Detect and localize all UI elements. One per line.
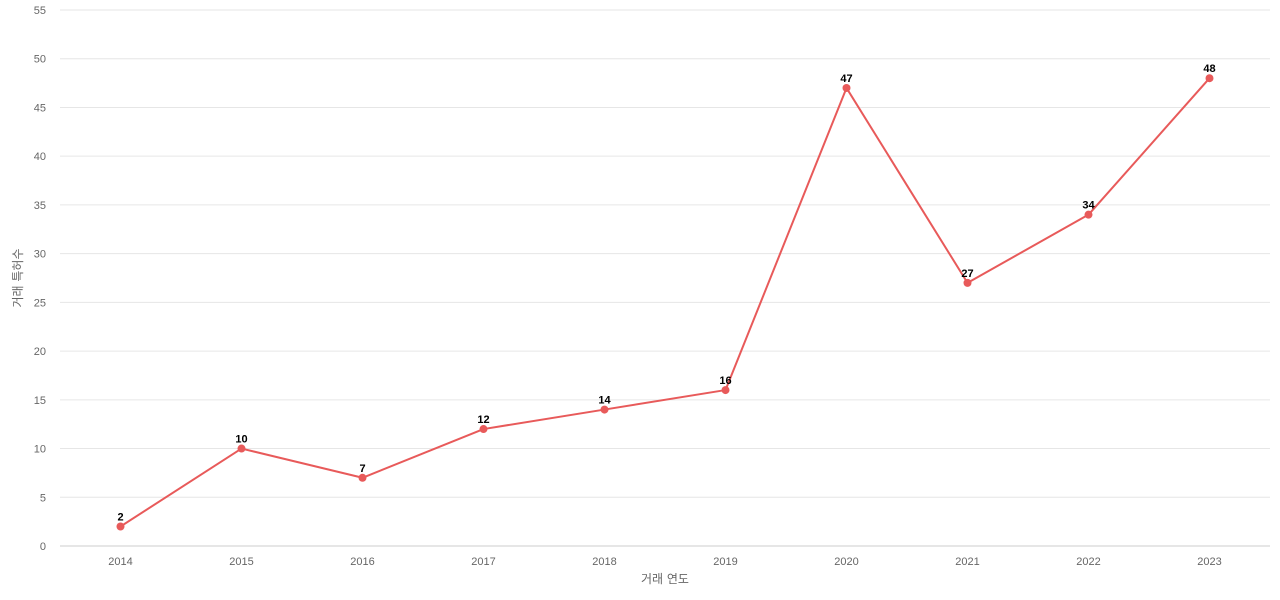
x-tick-label: 2017	[471, 556, 495, 568]
data-label: 14	[598, 395, 611, 407]
data-point	[479, 425, 488, 434]
series-layer	[116, 74, 1214, 531]
y-axis-ticks: 0 5 10 15 20 25 30 35 40 45 50 55	[34, 5, 46, 553]
y-tick-label: 30	[34, 249, 46, 261]
data-label: 7	[359, 463, 365, 475]
data-point	[358, 473, 367, 482]
x-tick-label: 2023	[1197, 556, 1221, 568]
data-point	[1205, 74, 1214, 83]
grid-lines	[60, 9, 1270, 498]
data-label: 48	[1203, 63, 1215, 75]
x-tick-label: 2021	[955, 556, 979, 568]
x-axis-ticks: 2014 2015 2016 2017 2018 2019 2020 2021 2022 2023	[108, 556, 1221, 568]
data-point	[600, 405, 609, 414]
data-label: 47	[840, 73, 852, 85]
y-tick-label: 25	[34, 297, 46, 309]
y-tick-label: 0	[40, 541, 46, 553]
x-tick-label: 2016	[350, 556, 374, 568]
y-tick-label: 40	[34, 151, 46, 163]
y-tick-label: 10	[34, 444, 46, 456]
data-label: 10	[235, 434, 247, 446]
x-tick-label: 2018	[592, 556, 616, 568]
y-tick-label: 55	[34, 5, 46, 17]
x-tick-label: 2022	[1076, 556, 1100, 568]
x-tick-label: 2014	[108, 556, 132, 568]
data-point	[1084, 210, 1093, 219]
data-label: 27	[961, 268, 973, 280]
data-label: 16	[719, 375, 731, 387]
y-tick-label: 5	[40, 492, 46, 504]
x-axis-title: 거래 연도	[641, 572, 689, 586]
x-tick-label: 2019	[713, 556, 737, 568]
y-tick-label: 45	[34, 102, 46, 114]
y-tick-label: 20	[34, 346, 46, 358]
data-point	[237, 444, 246, 453]
data-point	[963, 278, 972, 287]
y-tick-label: 35	[34, 200, 46, 212]
x-tick-label: 2015	[229, 556, 253, 568]
x-tick-label: 2020	[834, 556, 858, 568]
y-tick-label: 50	[34, 54, 46, 66]
y-tick-label: 15	[34, 395, 46, 407]
data-label: 2	[117, 512, 123, 524]
data-label: 34	[1082, 200, 1095, 212]
series-line	[119, 77, 1211, 528]
data-label: 12	[477, 414, 489, 426]
y-axis-title: 거래 특허수	[11, 248, 25, 307]
data-point	[116, 522, 125, 531]
data-point	[721, 386, 730, 395]
data-labels: 2 10 7 12 14 16 47 27 34 48	[117, 63, 1215, 523]
data-point	[842, 83, 851, 92]
